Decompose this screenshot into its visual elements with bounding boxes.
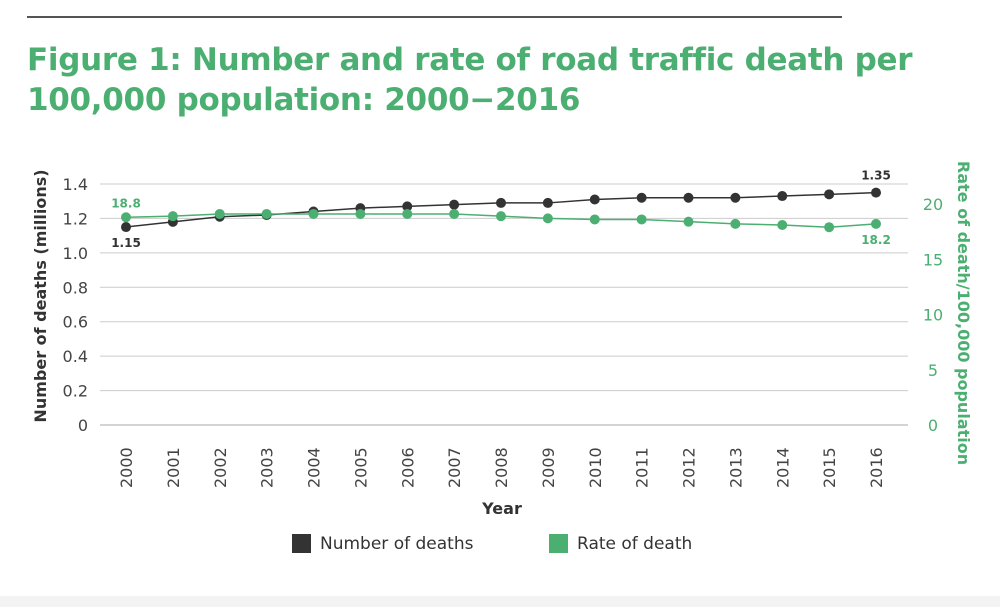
deaths-point bbox=[636, 192, 647, 203]
x-tick-label: 2002 bbox=[211, 447, 230, 488]
series-lines bbox=[125, 191, 877, 228]
y-tick-label: 0 bbox=[78, 416, 88, 435]
y-tick-label: 0.4 bbox=[63, 347, 88, 366]
rate-point bbox=[214, 208, 225, 219]
left-axis-ticks: 0 0.2 0.4 0.6 0.8 1.0 1.2 1.4 bbox=[63, 175, 88, 435]
legend-label-rate: Rate of death bbox=[577, 534, 692, 554]
x-axis-ticks: 2000 2001 2002 2003 2004 2005 2006 2007 2008 2009… bbox=[117, 447, 886, 488]
rate-point bbox=[777, 219, 788, 230]
legend: Number of deaths Rate of death bbox=[292, 534, 692, 554]
rate-point bbox=[121, 212, 131, 223]
chart-title: Figure 1: Number and rate of road traffi… bbox=[27, 42, 913, 118]
y-tick-label: 1.0 bbox=[63, 244, 88, 263]
deaths-point bbox=[121, 222, 131, 233]
rate-point bbox=[730, 218, 741, 229]
legend-label-deaths: Number of deaths bbox=[320, 534, 474, 554]
rate-point bbox=[636, 214, 647, 225]
x-tick-label: 2008 bbox=[492, 447, 511, 488]
y2-tick-label: 20 bbox=[923, 195, 943, 214]
rate-point bbox=[355, 208, 366, 219]
y2-tick-label: 5 bbox=[928, 361, 938, 380]
x-tick-label: 2001 bbox=[164, 447, 183, 488]
rate-point bbox=[589, 214, 600, 225]
y-axis-label: Number of deaths (millions) bbox=[31, 169, 50, 422]
rate-point bbox=[871, 218, 881, 229]
deaths-point bbox=[449, 199, 460, 210]
deaths-point bbox=[777, 191, 788, 202]
deaths-point bbox=[402, 201, 413, 212]
deaths-point bbox=[683, 192, 694, 203]
page-bottom-band bbox=[0, 596, 1000, 607]
deaths-data-label: 1.35 bbox=[861, 169, 891, 183]
top-rule bbox=[27, 16, 842, 18]
rate-data-label: 18.8 bbox=[111, 196, 141, 210]
x-tick-label: 2007 bbox=[445, 447, 464, 488]
legend-swatch-rate bbox=[549, 534, 568, 553]
right-axis-ticks: 0 5 10 15 20 bbox=[923, 195, 943, 435]
x-axis-label: Year bbox=[481, 499, 522, 518]
deaths-point bbox=[730, 192, 741, 203]
x-tick-label: 2015 bbox=[820, 447, 839, 488]
x-tick-label: 2010 bbox=[586, 447, 605, 488]
x-tick-label: 2013 bbox=[726, 447, 745, 488]
deaths-point bbox=[589, 194, 600, 205]
rate-point bbox=[449, 208, 460, 219]
y2-tick-label: 10 bbox=[923, 306, 943, 325]
deaths-point bbox=[542, 197, 553, 208]
data-labels: 1.15 1.35 18.8 18.2 bbox=[111, 169, 891, 250]
x-tick-label: 2006 bbox=[398, 447, 417, 488]
deaths-data-label: 1.15 bbox=[111, 236, 141, 250]
y-tick-label: 1.2 bbox=[63, 209, 88, 228]
rate-point bbox=[308, 208, 319, 219]
x-tick-label: 2000 bbox=[117, 447, 136, 488]
legend-swatch-deaths bbox=[292, 534, 311, 553]
rate-point bbox=[167, 211, 178, 222]
y2-tick-label: 0 bbox=[928, 416, 938, 435]
x-tick-label: 2004 bbox=[305, 447, 324, 488]
rate-point bbox=[683, 216, 694, 227]
y-tick-label: 0.6 bbox=[63, 313, 88, 332]
rate-data-label: 18.2 bbox=[861, 233, 891, 247]
y-tick-label: 1.4 bbox=[63, 175, 88, 194]
y2-axis-label: Rate of death/100,000 population bbox=[954, 161, 973, 465]
x-tick-label: 2016 bbox=[867, 447, 886, 488]
x-tick-label: 2012 bbox=[680, 447, 699, 488]
x-tick-label: 2005 bbox=[351, 447, 370, 488]
x-tick-label: 2003 bbox=[258, 447, 277, 488]
rate-point bbox=[542, 213, 553, 224]
x-tick-label: 2011 bbox=[633, 447, 652, 488]
deaths-point bbox=[824, 189, 835, 200]
deaths-point bbox=[496, 197, 506, 208]
rate-point bbox=[261, 208, 272, 219]
y2-tick-label: 15 bbox=[923, 250, 943, 269]
deaths-line bbox=[125, 191, 877, 228]
x-tick-label: 2014 bbox=[773, 447, 792, 488]
rate-point bbox=[824, 222, 835, 233]
x-tick-label: 2009 bbox=[539, 447, 558, 488]
series-points bbox=[121, 187, 881, 233]
rate-point bbox=[402, 208, 413, 219]
y-tick-label: 0.8 bbox=[63, 278, 88, 297]
deaths-point bbox=[871, 187, 881, 198]
y-tick-label: 0.2 bbox=[63, 382, 88, 401]
rate-point bbox=[496, 211, 506, 222]
